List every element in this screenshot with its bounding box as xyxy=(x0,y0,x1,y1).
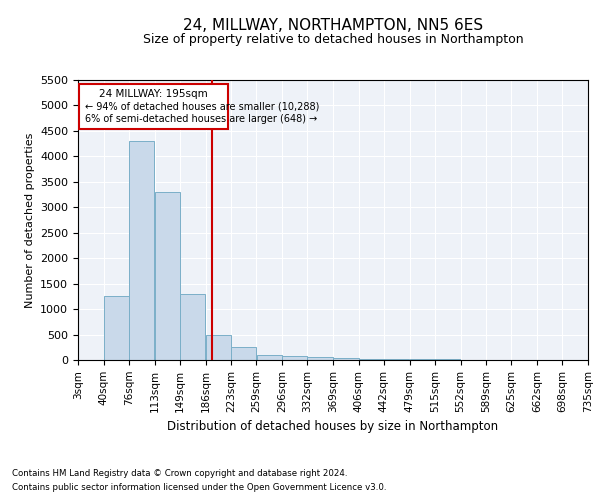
Bar xyxy=(410,359,434,360)
Bar xyxy=(283,356,307,360)
Bar xyxy=(257,355,282,360)
Bar xyxy=(180,294,205,360)
Text: 6% of semi-detached houses are larger (648) →: 6% of semi-detached houses are larger (6… xyxy=(85,114,317,124)
X-axis label: Distribution of detached houses by size in Northampton: Distribution of detached houses by size … xyxy=(167,420,499,433)
Bar xyxy=(129,141,154,360)
Text: Contains public sector information licensed under the Open Government Licence v3: Contains public sector information licen… xyxy=(12,484,386,492)
Bar xyxy=(79,84,228,129)
Text: 24 MILLWAY: 195sqm: 24 MILLWAY: 195sqm xyxy=(99,88,208,99)
Bar xyxy=(155,192,179,360)
Bar xyxy=(333,358,359,360)
Y-axis label: Number of detached properties: Number of detached properties xyxy=(25,132,35,308)
Bar xyxy=(384,359,409,360)
Text: ← 94% of detached houses are smaller (10,288): ← 94% of detached houses are smaller (10… xyxy=(85,102,319,112)
Bar xyxy=(232,348,256,360)
Text: Size of property relative to detached houses in Northampton: Size of property relative to detached ho… xyxy=(143,32,523,46)
Bar xyxy=(104,296,128,360)
Text: Contains HM Land Registry data © Crown copyright and database right 2024.: Contains HM Land Registry data © Crown c… xyxy=(12,468,347,477)
Bar xyxy=(206,334,231,360)
Bar xyxy=(307,358,333,360)
Bar xyxy=(359,358,383,360)
Text: 24, MILLWAY, NORTHAMPTON, NN5 6ES: 24, MILLWAY, NORTHAMPTON, NN5 6ES xyxy=(183,18,483,32)
